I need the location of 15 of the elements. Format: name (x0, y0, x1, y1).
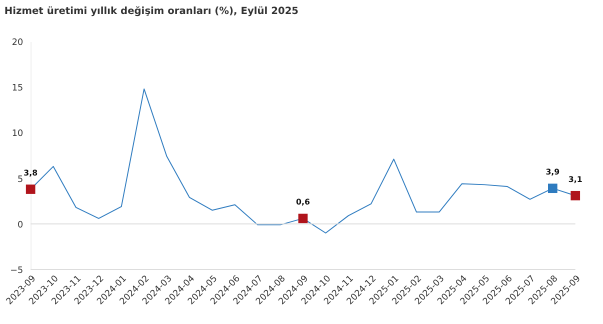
y-tick-label: 5 (18, 174, 24, 185)
data-label: 3,1 (568, 174, 582, 184)
point (298, 214, 308, 224)
point (570, 190, 580, 200)
data-label: 3,9 (546, 168, 560, 177)
y-tick-label: 15 (12, 84, 24, 94)
point (548, 184, 558, 194)
y-tick-label: 10 (12, 129, 24, 140)
y-tick-label: −5 (10, 266, 24, 276)
y-tick-label: 20 (12, 38, 24, 48)
data-label: 3,8 (24, 168, 38, 178)
chart-title: Hizmet üretimi yıllık değişim oranları (%), Eylül 2025 (4, 6, 299, 17)
y-tick-label: 0 (18, 220, 24, 230)
data-label: 0,6 (296, 198, 310, 207)
point (26, 184, 36, 194)
